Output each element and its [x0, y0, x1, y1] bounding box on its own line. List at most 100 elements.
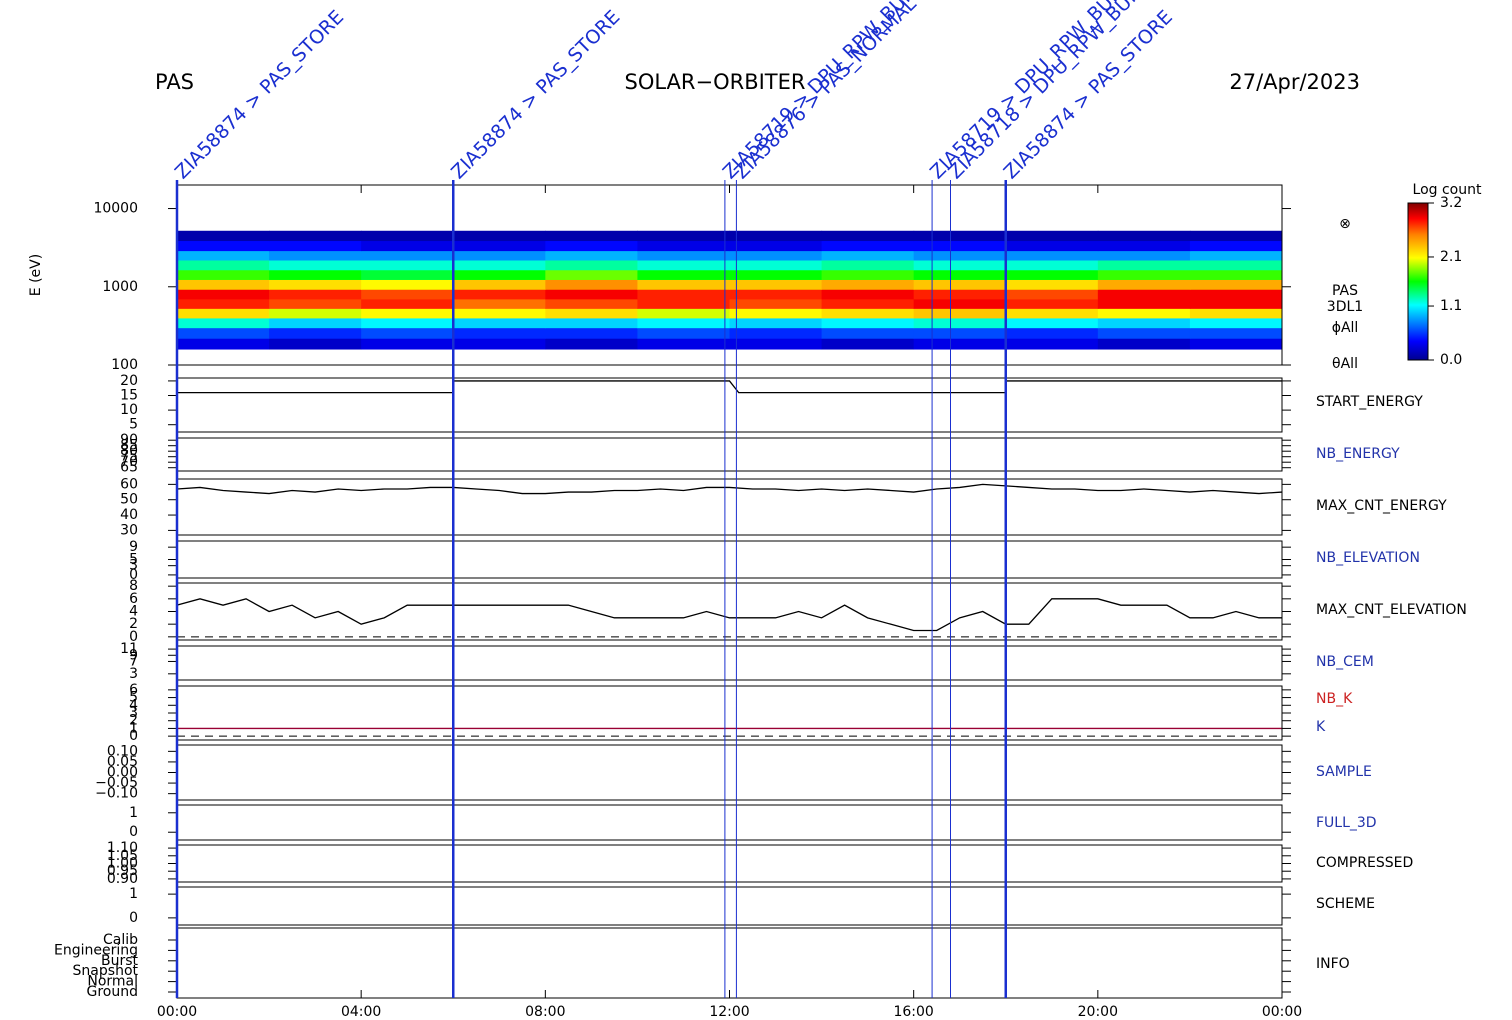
heatmap-cell [453, 327, 546, 339]
heatmap-cell [913, 317, 1007, 329]
panel-label: NB_CEM [1316, 654, 1374, 670]
y-tick-label: 8 [129, 578, 138, 594]
heatmap-cell [177, 259, 270, 271]
heatmap-cell [1189, 338, 1283, 350]
heatmap-cell [361, 240, 454, 252]
heatmap-cell [453, 289, 546, 300]
heatmap-cell [1189, 308, 1283, 319]
header-center: SOLAR−ORBITER [624, 70, 805, 94]
x-tick-label: 08:00 [525, 1004, 565, 1020]
heatmap-cell [453, 317, 546, 329]
y-tick-label: 4 [129, 697, 138, 713]
heatmap-cell [177, 279, 270, 290]
heatmap-cell [637, 327, 730, 339]
heatmap-cell [913, 308, 1007, 319]
y-tick-label: 5 [129, 552, 138, 568]
heatmap-cell [1005, 259, 1099, 271]
heatmap-cell [269, 289, 362, 300]
panel-frame [176, 377, 1283, 433]
y-tick-label: 30 [120, 522, 138, 538]
heatmap-cell [637, 250, 730, 261]
panel-frame [176, 804, 1283, 841]
category-label: Ground [87, 984, 139, 1000]
heatmap-cell [453, 230, 546, 242]
heatmap-cell [821, 289, 915, 300]
event-label: ZIA58874 > PAS_STORE [447, 6, 624, 183]
y-tick-label: 0 [129, 728, 138, 744]
heatmap-cell [453, 308, 546, 319]
heatmap-cell [1005, 317, 1099, 329]
panel-label: NB_K [1316, 691, 1353, 707]
heatmap-cell [637, 240, 730, 252]
heatmap-cell [1005, 240, 1099, 252]
heatmap-cell [637, 279, 730, 290]
heatmap-cell [637, 308, 730, 319]
heatmap-cell [545, 327, 638, 339]
panel-frame [176, 645, 1283, 681]
heatmap-cell [913, 230, 1007, 242]
y-tick-label: 0.05 [107, 754, 138, 770]
heatmap-cell [453, 279, 546, 290]
y-tick-label: 0 [129, 567, 138, 583]
y-tick-label: 65 [120, 460, 138, 476]
heatmap-cell [1005, 269, 1099, 280]
heatmap-cell [269, 250, 362, 261]
heatmap-cell [729, 269, 823, 280]
heatmap-cell [637, 269, 730, 280]
heatmap-cell [545, 259, 638, 271]
heatmap-cell [913, 298, 1007, 309]
y-tick-label: 0.10 [107, 743, 138, 759]
heatmap-cell [729, 230, 823, 242]
x-tick-label: 04:00 [341, 1004, 381, 1020]
heatmap-cell [913, 240, 1007, 252]
heatmap-cell [177, 230, 270, 242]
heatmap-cell [637, 230, 730, 242]
heatmap-cell [177, 338, 270, 350]
heatmap-cell [1005, 289, 1099, 300]
heatmap-cell [1005, 327, 1099, 339]
heatmap-cell [729, 259, 823, 271]
event-label: ZIA58874 > PAS_STORE [171, 6, 348, 183]
heatmap-cell [821, 308, 915, 319]
y-tick-label: 6 [129, 591, 138, 607]
y-tick-label: 20 [120, 373, 138, 389]
panel-label: ⊗ [1339, 216, 1351, 232]
panel-label: COMPRESSED [1316, 855, 1413, 871]
panel-label: ϕAll [1332, 320, 1359, 336]
heatmap-cell [637, 317, 730, 329]
panel-frame [176, 886, 1283, 926]
y-tick-label: 90 [120, 432, 138, 448]
y-tick-label: 4 [129, 604, 138, 620]
heatmap-cell [269, 240, 362, 252]
y-tick-label: 15 [120, 388, 138, 404]
heatmap-cell [1097, 230, 1191, 242]
colorbar-tick-label: 1.1 [1440, 298, 1462, 314]
y-tick-label: 1 [129, 805, 138, 821]
y-tick-label: 80 [120, 443, 138, 459]
y-tick-label: 1.10 [107, 840, 138, 856]
heatmap-cell [453, 338, 546, 350]
heatmap-cell [729, 308, 823, 319]
heatmap-cell [1189, 317, 1283, 329]
heatmap-cell [269, 259, 362, 271]
panel-label: SCHEME [1316, 896, 1375, 912]
heatmap-cell [821, 259, 915, 271]
panel-label: START_ENERGY [1316, 394, 1423, 410]
panel-frame [176, 540, 1283, 579]
y-tick-label: 3 [129, 666, 138, 682]
y-tick-label: 0.95 [107, 863, 138, 879]
colorbar-title: Log count [1413, 182, 1482, 198]
heatmap-cell [729, 250, 823, 261]
heatmap-cell [177, 308, 270, 319]
y-tick-label: 5 [129, 690, 138, 706]
y-tick-label: 1.00 [107, 856, 138, 872]
event-label: ZIA58718 > DPU_RPW_BURST [944, 0, 1162, 183]
heatmap-cell [177, 289, 270, 300]
heatmap-cell [729, 289, 823, 300]
heatmap-cell [1097, 269, 1191, 280]
heatmap-cell [361, 327, 454, 339]
series-line [176, 598, 1282, 632]
y-tick-label: −0.10 [95, 786, 138, 802]
heatmap-cell [269, 279, 362, 290]
heatmap-cell [913, 279, 1007, 290]
